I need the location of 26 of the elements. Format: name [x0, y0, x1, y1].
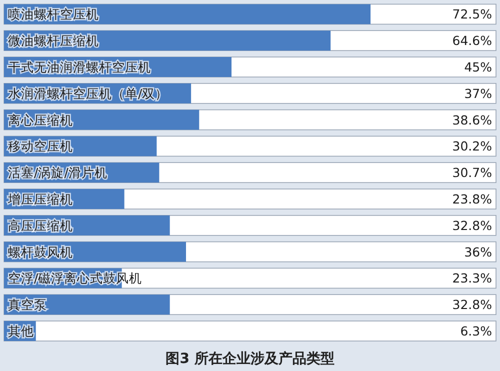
data-label: 72.5% [452, 6, 492, 22]
y-tick-label: 高压压缩机 [8, 218, 73, 233]
y-tick-label: 干式无油润滑螺杆空压机 [8, 60, 151, 74]
data-label: 37% [464, 86, 492, 101]
data-label: 6.3% [460, 324, 492, 338]
y-tick-label: 活塞/涡旋/滑片机 [8, 165, 108, 180]
data-label: 45% [464, 60, 492, 74]
data-label: 36% [464, 244, 492, 260]
y-tick-label: 其他 [8, 324, 34, 338]
data-label: 32.8% [452, 297, 492, 312]
y-tick-label: 离心压缩机 [8, 112, 73, 128]
data-label: 32.8% [452, 218, 492, 233]
data-label: 64.6% [452, 33, 492, 48]
y-tick-label: 螺杆鼓风机 [8, 244, 73, 260]
y-tick-label: 水润滑螺杆空压机（单/双） [8, 86, 168, 101]
data-label: 30.7% [452, 165, 492, 180]
text: 图3 所在企业涉及产品类型 [166, 350, 334, 368]
data-label: 38.6% [452, 112, 492, 128]
data-label: 30.2% [452, 138, 492, 154]
data-label: 23.8% [452, 192, 492, 206]
y-tick-label: 喷油螺杆空压机 [8, 6, 99, 22]
y-tick-label: 微油螺杆压缩机 [8, 33, 99, 48]
data-label: 23.3% [452, 270, 492, 286]
y-tick-label: 真空泵 [8, 297, 47, 312]
y-tick-label: 移动空压机 [8, 138, 73, 154]
y-tick-label: 增压压缩机 [7, 192, 73, 206]
